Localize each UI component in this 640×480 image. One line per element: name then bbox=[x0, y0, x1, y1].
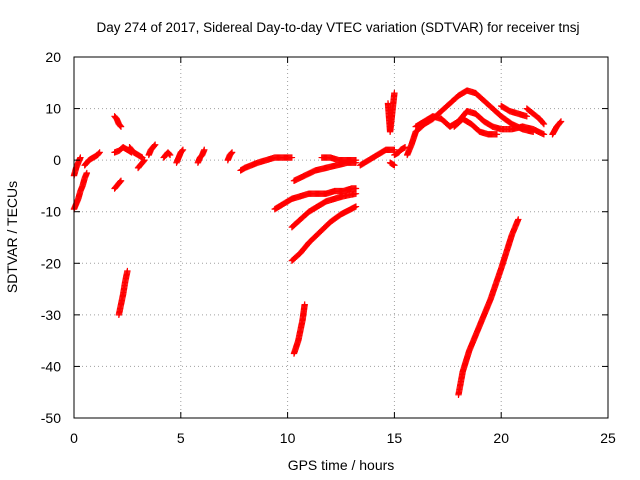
data-point bbox=[179, 147, 186, 154]
data-point bbox=[301, 301, 308, 308]
x-tick-label: 20 bbox=[493, 430, 509, 446]
y-tick-label: 20 bbox=[45, 49, 61, 65]
data-point bbox=[540, 119, 547, 127]
series-arc-12 bbox=[173, 146, 187, 166]
series-arc-24 bbox=[386, 159, 398, 169]
data-point bbox=[117, 123, 125, 130]
series-arc-18 bbox=[288, 203, 360, 264]
series-arc-06 bbox=[111, 177, 125, 192]
series-arc-29 bbox=[498, 102, 531, 120]
y-tick-label: 10 bbox=[45, 101, 61, 117]
data-point bbox=[493, 131, 501, 138]
data-point bbox=[352, 203, 360, 210]
data-point bbox=[228, 150, 235, 157]
series-arc-32 bbox=[455, 216, 522, 398]
x-tick-label: 5 bbox=[177, 430, 185, 446]
x-axis-label: GPS time / hours bbox=[288, 457, 395, 473]
data-point bbox=[124, 267, 131, 275]
data-point bbox=[540, 131, 548, 138]
data-point bbox=[151, 141, 159, 148]
data-point bbox=[391, 162, 398, 169]
x-tick-label: 25 bbox=[600, 430, 616, 446]
series-arc-21 bbox=[318, 154, 360, 164]
series-arc-23 bbox=[384, 89, 398, 135]
y-tick-label: -20 bbox=[41, 255, 61, 271]
data-point bbox=[179, 146, 187, 154]
data-point bbox=[83, 169, 91, 177]
series-arc-03 bbox=[81, 149, 103, 169]
series-arc-09 bbox=[134, 156, 148, 172]
data-point bbox=[166, 151, 174, 159]
series-arc-31 bbox=[549, 118, 565, 138]
series-arc-04 bbox=[111, 113, 125, 130]
data-points bbox=[70, 87, 565, 398]
data-point bbox=[77, 154, 84, 161]
x-tick-label: 15 bbox=[387, 430, 403, 446]
x-tick-label: 10 bbox=[280, 430, 296, 446]
y-tick-label: -40 bbox=[41, 358, 61, 374]
data-point bbox=[352, 156, 360, 164]
data-point bbox=[228, 149, 236, 156]
data-point bbox=[166, 150, 173, 158]
plot-frame bbox=[73, 56, 609, 419]
data-point bbox=[352, 190, 360, 197]
data-point bbox=[117, 178, 124, 185]
data-point bbox=[95, 150, 103, 157]
data-point bbox=[557, 119, 564, 126]
data-point bbox=[117, 177, 125, 184]
data-point bbox=[540, 120, 548, 128]
y-tick-label: -30 bbox=[41, 307, 61, 323]
series-arc-16 bbox=[271, 185, 360, 213]
data-point bbox=[151, 142, 158, 149]
x-tick-label: 0 bbox=[70, 430, 78, 446]
series-arc-28 bbox=[451, 115, 501, 138]
series-arc-07 bbox=[115, 267, 131, 319]
series-arc-14 bbox=[224, 149, 236, 164]
series-arc-10 bbox=[145, 141, 159, 159]
y-axis-label: SDTVAR / TECUs bbox=[4, 181, 20, 293]
data-point bbox=[288, 154, 296, 161]
data-point bbox=[96, 149, 103, 156]
y-tick-label: 0 bbox=[53, 152, 61, 168]
data-point bbox=[523, 113, 531, 120]
series-arc-17 bbox=[288, 190, 360, 231]
series-arc-08 bbox=[126, 144, 146, 161]
series-arc-20 bbox=[290, 301, 308, 357]
data-point bbox=[141, 156, 148, 164]
y-tick-label: -10 bbox=[41, 204, 61, 220]
series-arc-30 bbox=[523, 105, 548, 128]
series-arc-22 bbox=[357, 146, 398, 169]
data-point bbox=[140, 157, 147, 165]
chart-title: Day 274 of 2017, Sidereal Day-to-day VTE… bbox=[97, 20, 580, 35]
series-arc-13 bbox=[194, 146, 208, 166]
series-arc-15 bbox=[237, 154, 296, 174]
axis-ticks: 0 5 10 15 20 25 20 10 0 -10 -20 -30 -40 -50 bbox=[41, 49, 616, 446]
series-arc-11 bbox=[160, 149, 174, 161]
data-point bbox=[515, 216, 522, 223]
y-tick-label: -50 bbox=[41, 410, 61, 426]
data-point bbox=[117, 122, 124, 129]
data-point bbox=[557, 118, 565, 125]
series-arc-02 bbox=[70, 154, 84, 179]
data-point bbox=[391, 89, 398, 97]
data-point bbox=[201, 146, 208, 154]
